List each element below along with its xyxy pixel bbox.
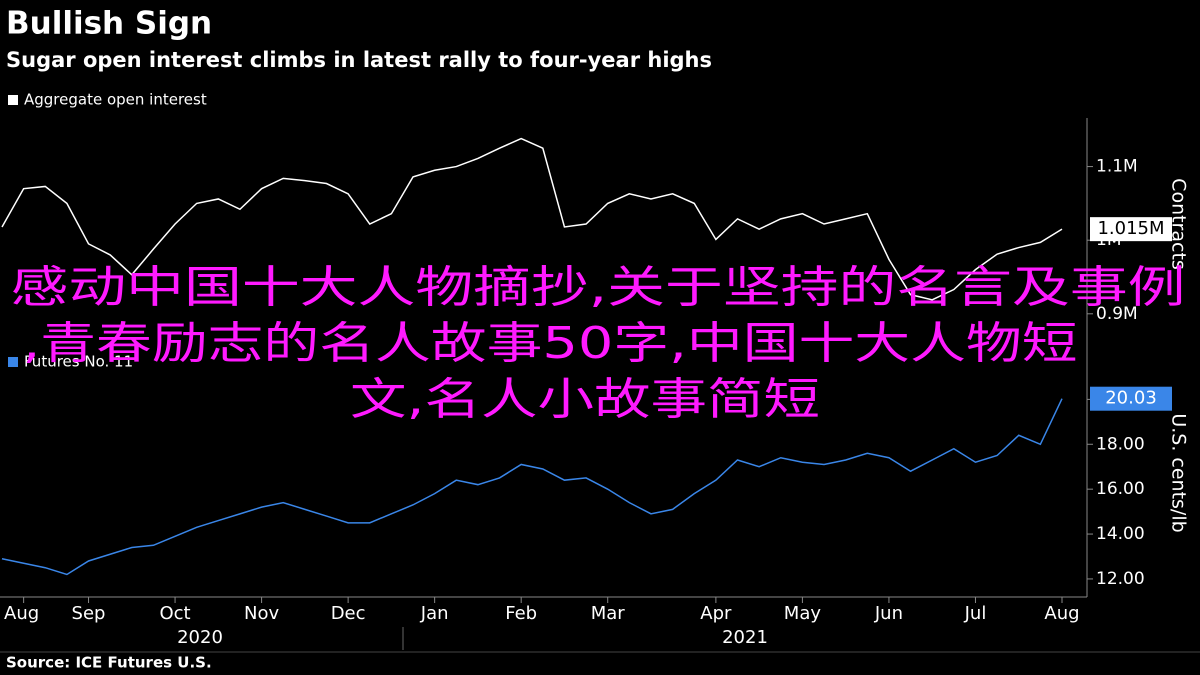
value-box: [1090, 217, 1172, 242]
year-label: 2021: [722, 627, 768, 648]
chart-title: Bullish Sign: [6, 6, 212, 42]
y-axis-label: Contracts: [1168, 178, 1190, 270]
x-tick-label: Dec: [331, 603, 366, 624]
legend-swatch: [8, 95, 18, 105]
x-tick-label: May: [784, 603, 822, 624]
x-tick-label: Oct: [159, 603, 190, 624]
legend-label: Futures No. 11: [24, 353, 133, 371]
x-tick-label: Jun: [874, 603, 903, 624]
y-tick-label: 18.00: [1096, 434, 1145, 454]
overlay-text: 文,名人小故事简短: [350, 374, 820, 425]
overlay-text: 感动中国十大人物摘抄,关于坚持的名言及事例: [11, 262, 1186, 313]
source: Source: ICE Futures U.S.: [6, 654, 212, 672]
value-label: 20.03: [1105, 388, 1157, 409]
x-tick-label: Apr: [700, 603, 732, 624]
x-tick-label: Sep: [72, 603, 106, 624]
x-tick-label: Nov: [244, 603, 279, 624]
y-tick-label: 16.00: [1096, 479, 1145, 499]
year-label: 2020: [177, 627, 223, 648]
y-tick-label: 12.00: [1096, 569, 1145, 589]
line-series: [1, 137, 1063, 301]
y-tick-label: 14.00: [1096, 524, 1145, 544]
x-tick-label: Feb: [505, 603, 537, 624]
x-tick-label: Aug: [1044, 603, 1079, 624]
x-tick-label: Jan: [420, 603, 449, 624]
y-tick-label: 0.9M: [1096, 304, 1138, 324]
value-box: [1090, 386, 1172, 411]
y-axis-label: U.S. cents/lb: [1168, 413, 1190, 532]
y-tick-label: 1.1M: [1096, 157, 1138, 177]
chart-subtitle: Sugar open interest climbs in latest ral…: [6, 48, 712, 72]
x-tick-label: Jul: [964, 603, 987, 624]
legend-swatch: [8, 357, 18, 367]
overlay-text: ,青春励志的名人故事50字,中国十大人物短: [23, 318, 1078, 369]
value-label: 1.015M: [1097, 218, 1164, 239]
x-tick-label: Aug: [4, 603, 39, 624]
x-tick-label: Mar: [591, 603, 626, 624]
line-series: [1, 398, 1063, 576]
legend-label: Aggregate open interest: [24, 91, 207, 109]
